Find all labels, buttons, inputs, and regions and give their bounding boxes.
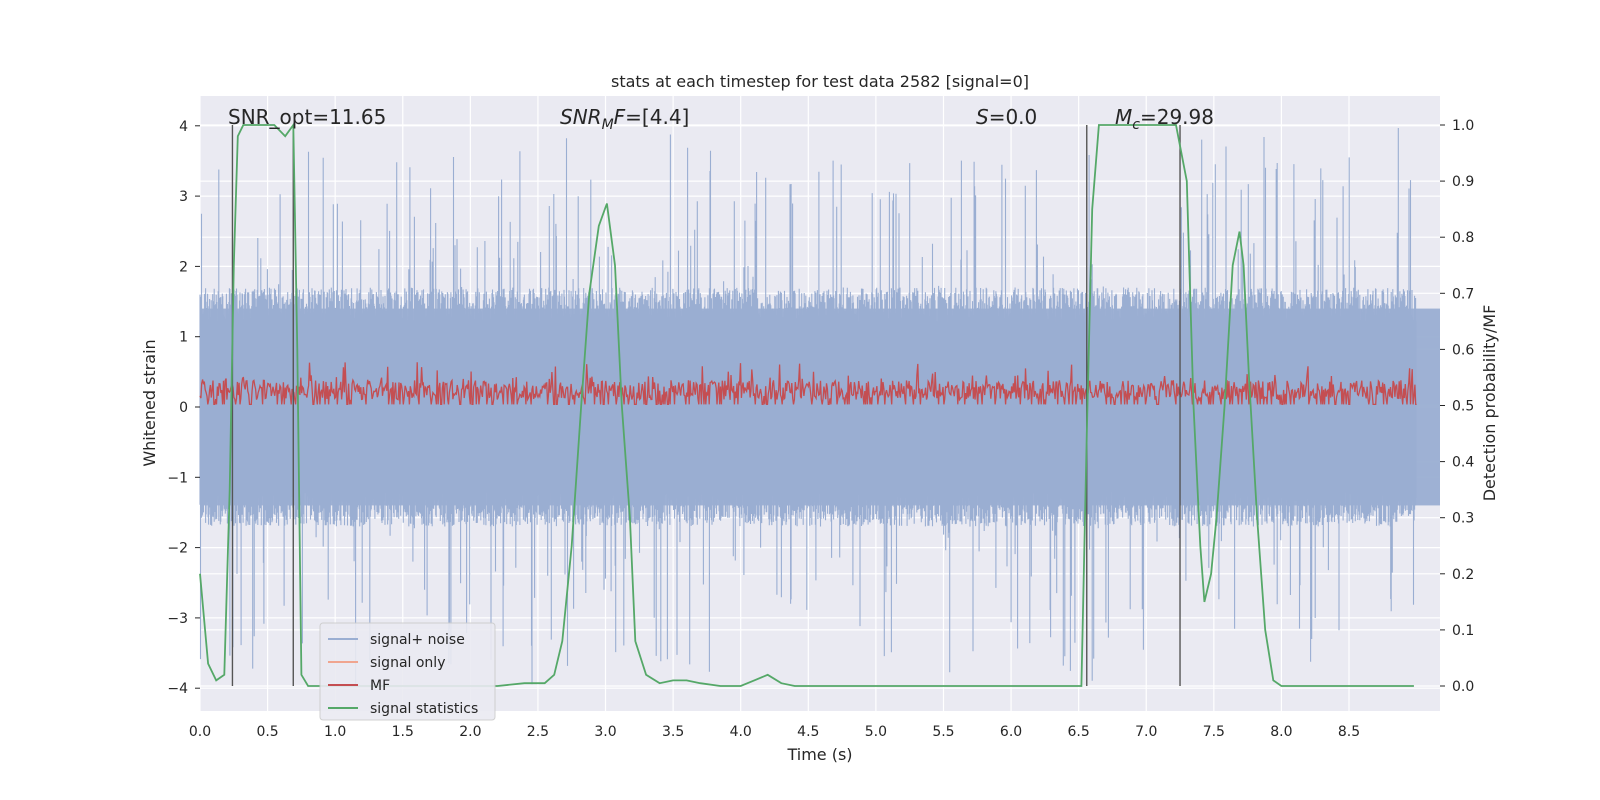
y-axis-ticks: −4 −3 −2 −1 0 1 2 3 4	[167, 119, 200, 697]
annotation-snr-mf: SNRMF=[4.4]	[560, 105, 689, 133]
x-tick-label: 8.0	[1270, 724, 1292, 740]
x-tick-label: 4.0	[730, 724, 752, 740]
y2-tick-label: 0.3	[1452, 511, 1474, 527]
x-tick-label: 5.5	[932, 724, 954, 740]
y-tick-label: 0	[179, 400, 188, 416]
annotation-part: SNR	[560, 105, 602, 129]
annotation-part: M	[602, 117, 614, 133]
annotations: SNR_opt=11.65 SNRMF=[4.4] S=0.0 Mc=29.98	[228, 105, 1214, 133]
x-tick-label: 4.5	[797, 724, 819, 740]
y2-axis-ticks: 0.0 0.1 0.2 0.3 0.4 0.5 0.6 0.7 0.8 0.9 1.0	[1440, 118, 1474, 695]
annotation-part: =0.0	[989, 105, 1038, 129]
y2-tick-label: 0.4	[1452, 455, 1474, 471]
y2-tick-label: 0.2	[1452, 567, 1474, 583]
x-tick-label: 1.5	[392, 724, 414, 740]
y-tick-label: 4	[179, 119, 188, 135]
x-tick-label: 2.0	[459, 724, 481, 740]
mf-series	[199, 362, 1417, 406]
x-axis-label: Time (s)	[786, 745, 852, 764]
y-axis-label: Whitened strain	[140, 339, 159, 466]
annotation-s: S=0.0	[976, 105, 1037, 129]
y-tick-label: 3	[179, 189, 188, 205]
x-tick-label: 7.5	[1203, 724, 1225, 740]
chart-title: stats at each timestep for test data 258…	[611, 72, 1029, 91]
x-tick-label: 2.5	[527, 724, 549, 740]
x-tick-label: 5.0	[865, 724, 887, 740]
x-tick-label: 6.0	[1000, 724, 1022, 740]
annotation-part: =[4.4]	[625, 105, 689, 129]
x-tick-label: 8.5	[1338, 724, 1360, 740]
y2-tick-label: 0.6	[1452, 342, 1474, 358]
y2-tick-label: 0.0	[1452, 679, 1474, 695]
annotation-part: S	[976, 105, 989, 129]
legend-label: signal only	[370, 655, 445, 671]
y-tick-label: −4	[167, 681, 188, 697]
y2-tick-label: 0.8	[1452, 230, 1474, 246]
legend-label: MF	[370, 678, 390, 694]
signal-statistics-line	[199, 122, 1414, 687]
y-tick-label: −2	[167, 541, 188, 557]
x-tick-label: 3.5	[662, 724, 684, 740]
x-tick-label: 1.0	[324, 724, 346, 740]
y2-tick-label: 0.1	[1452, 623, 1474, 639]
x-tick-label: 6.5	[1068, 724, 1090, 740]
y2-axis-label: Detection probability/MF	[1480, 305, 1499, 502]
y2-tick-label: 0.9	[1452, 174, 1474, 190]
legend: signal+ noise signal only MF signal statist…	[319, 622, 496, 721]
y2-tick-label: 1.0	[1452, 118, 1474, 134]
x-axis-ticks: 0.0 0.5 1.0 1.5 2.0 2.5 3.0 3.5 4.0 4.5 5.0 5.5 6.0 6…	[189, 724, 1360, 740]
legend-box	[319, 622, 496, 721]
x-tick-label: 3.0	[594, 724, 616, 740]
y2-tick-label: 0.7	[1452, 286, 1474, 302]
annotation-part: =29.98	[1140, 105, 1214, 129]
annotation-mc: Mc=29.98	[1115, 105, 1214, 133]
annotation-part: M	[1115, 105, 1132, 129]
signal-statistics-series	[199, 122, 1414, 687]
annotation-part: c	[1132, 117, 1140, 133]
x-tick-label: 7.0	[1135, 724, 1157, 740]
annotation-part: F	[614, 105, 626, 129]
y-tick-label: −3	[167, 611, 188, 627]
y-tick-label: 1	[179, 330, 188, 346]
legend-label: signal+ noise	[370, 632, 465, 648]
y-tick-label: −1	[167, 470, 188, 486]
legend-label: signal statistics	[370, 701, 478, 717]
y2-tick-label: 0.5	[1452, 399, 1474, 415]
x-tick-label: 0.5	[256, 724, 278, 740]
mf-line	[199, 362, 1417, 406]
y-tick-label: 2	[179, 259, 188, 275]
annotation-snr-opt: SNR_opt=11.65	[228, 105, 386, 129]
x-tick-label: 0.0	[189, 724, 211, 740]
